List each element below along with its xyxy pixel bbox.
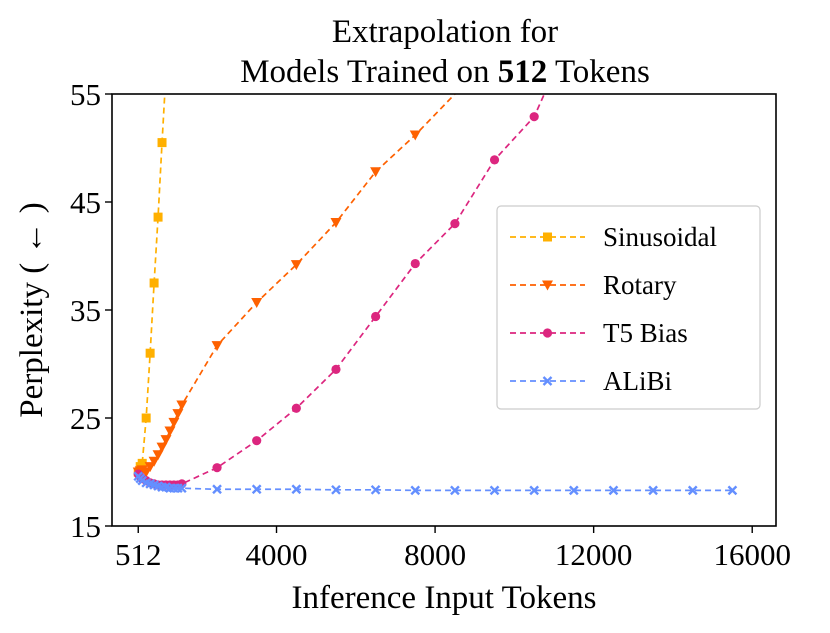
series-line-t5-bias <box>137 94 546 486</box>
data-point-sinusoidal <box>157 138 167 148</box>
data-point-alibi <box>370 484 381 495</box>
series-line-sinusoidal <box>137 94 166 473</box>
series-layer <box>132 68 738 496</box>
data-point-rotary <box>152 450 164 461</box>
data-point-rotary <box>144 462 156 473</box>
legend-label-alibi: ALiBi <box>603 366 672 396</box>
data-point-rotary <box>290 260 302 271</box>
data-point-t5-bias <box>489 155 500 165</box>
data-point-alibi <box>727 485 738 496</box>
legend-marker-alibi <box>542 376 553 386</box>
data-point-sinusoidal <box>161 68 170 77</box>
data-point-rotary <box>168 417 180 428</box>
data-point-alibi <box>608 485 619 496</box>
data-point-t5-bias <box>252 436 262 446</box>
data-point-rotary <box>148 456 160 467</box>
data-point-alibi <box>291 484 302 495</box>
data-point-rotary <box>160 435 172 446</box>
legend-label-rotary: Rotary <box>603 270 677 300</box>
x-tick-label: 8000 <box>404 537 466 572</box>
data-point-rotary <box>172 409 184 420</box>
data-point-rotary <box>140 467 152 478</box>
legend: Sinusoidal Rotary T5 Bias ALiBi <box>496 205 761 410</box>
chart-title-line2-prefix: Models Trained on <box>240 54 498 90</box>
legend-box <box>496 205 761 410</box>
data-point-rotary <box>176 400 188 411</box>
legend-marker-sinusoidal <box>543 232 552 242</box>
data-point-alibi <box>410 485 421 496</box>
data-point-alibi <box>331 484 341 495</box>
x-tick-label: 4000 <box>246 537 308 572</box>
data-point-alibi <box>489 485 500 496</box>
chart-title-line1: Extrapolation for <box>332 14 558 50</box>
data-point-alibi <box>529 485 540 496</box>
data-point-alibi <box>687 485 698 496</box>
y-axis-label: Perplexity ( ← ) <box>14 202 50 417</box>
data-point-alibi <box>177 483 187 494</box>
data-point-sinusoidal <box>145 348 155 358</box>
x-axis-label: Inference Input Tokens <box>292 580 597 616</box>
data-point-alibi <box>450 485 460 496</box>
data-point-sinusoidal <box>153 212 163 222</box>
y-tick-label: 35 <box>70 293 101 328</box>
y-tick-label: 25 <box>70 401 101 436</box>
data-point-sinusoidal <box>137 458 147 468</box>
data-point-alibi <box>648 485 658 496</box>
data-point-alibi <box>568 485 579 496</box>
chart-title-line2-bold: 512 <box>498 54 548 90</box>
legend-marker-rotary <box>542 280 553 291</box>
legend-marker-t5-bias <box>542 328 553 338</box>
data-point-t5-bias <box>450 219 460 229</box>
y-tick-label: 45 <box>70 185 101 220</box>
data-point-t5-bias <box>331 364 341 374</box>
data-point-alibi <box>251 484 262 495</box>
series-line-rotary <box>137 94 457 474</box>
series-line-alibi <box>137 475 733 492</box>
x-tick-label: 16000 <box>713 537 791 572</box>
x-tick-label: 12000 <box>555 537 633 572</box>
legend-label-sinusoidal: Sinusoidal <box>603 222 717 252</box>
y-tick-label: 55 <box>70 77 101 112</box>
legend-label-t5-bias: T5 Bias <box>603 318 688 348</box>
data-point-rotary <box>156 442 168 453</box>
data-point-alibi <box>212 484 222 495</box>
x-tick-label: 512 <box>115 537 162 572</box>
data-point-t5-bias <box>529 112 539 122</box>
data-point-rotary <box>211 341 223 352</box>
ticks-layer: 512 4000 8000 12000 16000 15 25 35 45 55 <box>70 77 791 572</box>
chart-title-line2-suffix: Tokens <box>547 54 650 90</box>
data-point-sinusoidal <box>141 413 151 423</box>
data-point-t5-bias <box>212 463 222 473</box>
data-point-rotary <box>370 167 382 178</box>
data-point-t5-bias <box>371 311 381 322</box>
data-point-sinusoidal <box>149 278 159 288</box>
data-point-rotary <box>330 218 342 229</box>
data-point-rotary <box>164 426 176 437</box>
data-point-t5-bias <box>291 403 301 413</box>
chart-title-line2: Models Trained on 512 Tokens <box>240 54 650 90</box>
y-tick-label: 15 <box>70 509 101 544</box>
data-point-rotary <box>251 297 263 308</box>
data-point-t5-bias <box>410 258 420 269</box>
data-point-rotary <box>409 130 421 141</box>
